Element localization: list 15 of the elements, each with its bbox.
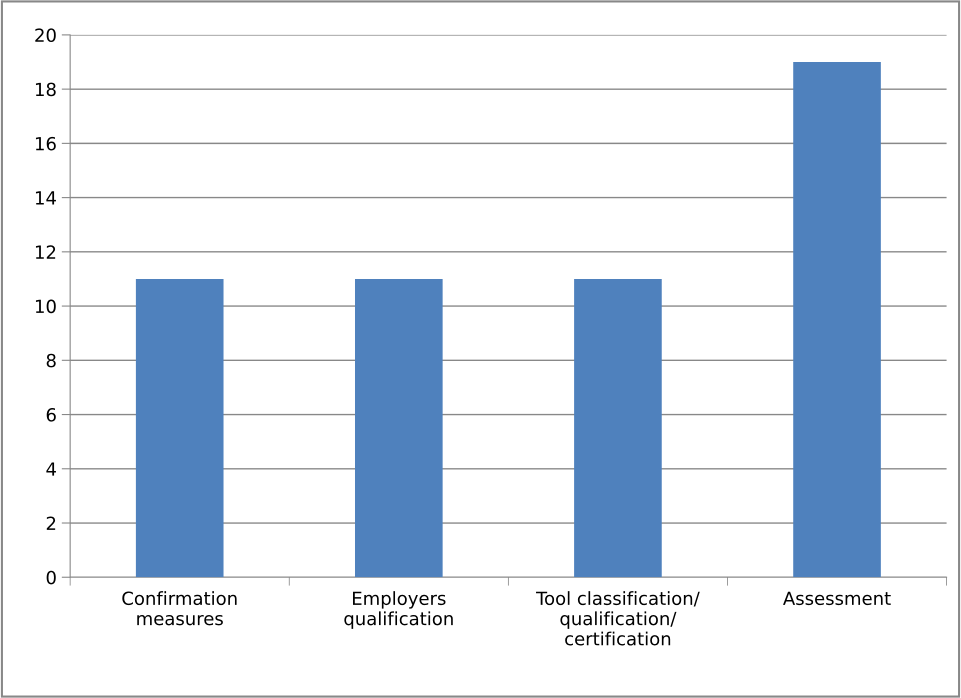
y-tick-label: 8 — [46, 354, 56, 368]
y-tick-label: 6 — [46, 408, 56, 422]
y-tick-label: 0 — [46, 570, 56, 584]
y-tick-label: 16 — [36, 136, 56, 150]
x-tick-label: Confirmation measures — [122, 591, 237, 626]
y-tick-label: 14 — [36, 191, 56, 204]
y-tick-label: 4 — [46, 462, 56, 476]
y-tick-label: 12 — [36, 245, 56, 259]
y-tick-label: 10 — [36, 300, 56, 314]
x-tick-label: Assessment — [783, 592, 891, 606]
x-tick-label: Tool classification/ qualification/ certification — [536, 591, 700, 646]
y-tick-label: 20 — [35, 28, 56, 42]
x-tick-label: Employers qualification — [344, 591, 453, 629]
y-tick-label: 18 — [36, 82, 56, 96]
y-tick-label: 2 — [46, 516, 56, 530]
